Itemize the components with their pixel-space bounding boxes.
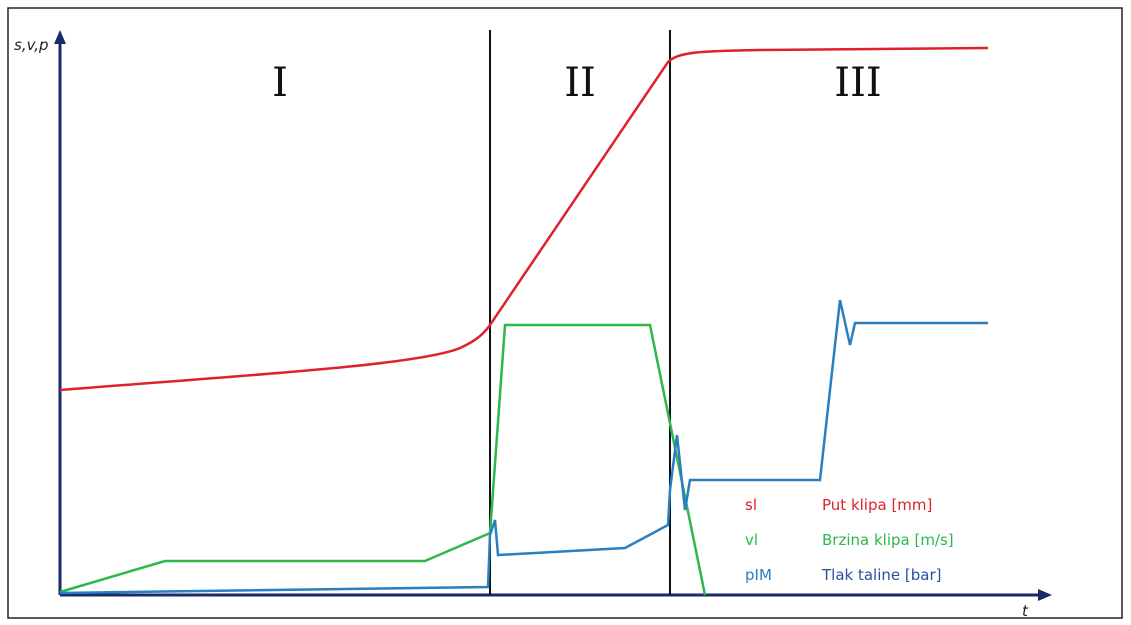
legend-label: Brzina klipa [m/s]	[822, 531, 954, 549]
x-arrow	[1038, 589, 1052, 601]
piston-speed-curve	[59, 323, 707, 596]
legend-label: Put klipa [mm]	[822, 496, 932, 514]
phase-label: I	[272, 60, 288, 106]
phase-label: III	[834, 60, 881, 106]
y-arrow	[54, 30, 66, 44]
y-label: s,v,p	[14, 36, 49, 54]
legend-symbol: vl	[745, 531, 758, 549]
frame	[7, 7, 1123, 619]
x-label: t	[1022, 602, 1029, 620]
legend-label: Tlak taline [bar]	[821, 566, 941, 584]
piston-travel-curve	[59, 46, 989, 392]
phase-label: II	[564, 60, 596, 106]
legend-symbol: pIM	[745, 566, 772, 584]
legend-symbol: sl	[745, 496, 757, 514]
melt-pressure-curve	[59, 299, 988, 595]
